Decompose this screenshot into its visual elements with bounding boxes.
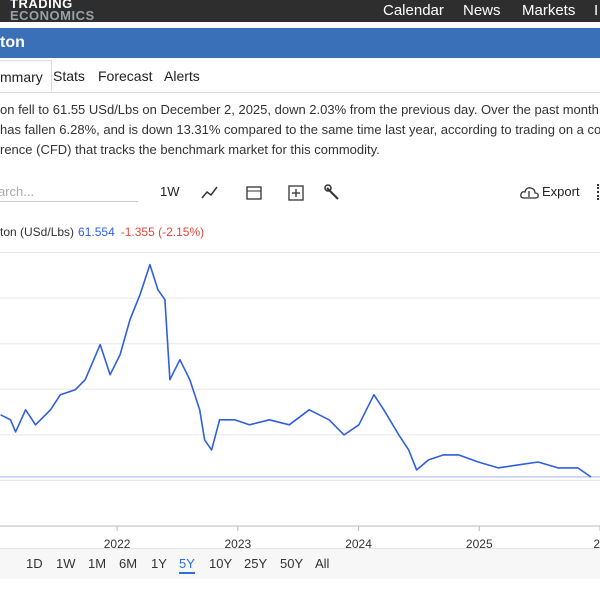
range-button[interactable]: 50Y bbox=[280, 556, 304, 571]
x-tick-label: 20 bbox=[593, 537, 600, 548]
range-button[interactable]: 6M bbox=[119, 556, 138, 571]
settings-icon-head bbox=[324, 184, 332, 192]
range-button[interactable]: 25Y bbox=[244, 556, 268, 571]
chart: 2022 2023 2024 2025 20 ton (USd/Lbs) 61.554 -1.… bbox=[0, 225, 600, 548]
x-tick-label: 2024 bbox=[345, 537, 372, 548]
nav-link[interactable]: Calendar bbox=[383, 2, 444, 19]
add-icon[interactable] bbox=[288, 185, 304, 201]
nav-link[interactable]: Markets bbox=[522, 2, 576, 19]
nav-link[interactable]: News bbox=[463, 2, 501, 19]
range-button[interactable]: 10Y bbox=[209, 556, 233, 571]
tab[interactable]: mmary bbox=[0, 60, 52, 91]
more-menu[interactable] bbox=[597, 184, 600, 200]
description-line: on fell to 61.55 USd/Lbs on December 2, … bbox=[0, 102, 599, 117]
chart-type-icon[interactable] bbox=[201, 186, 218, 199]
range-button[interactable]: All bbox=[315, 556, 330, 571]
nav-link[interactable]: I bbox=[594, 2, 599, 19]
tab[interactable]: Alerts bbox=[164, 68, 200, 84]
legend-change: -1.355 (-2.15%) bbox=[121, 225, 204, 239]
range-button[interactable]: 1M bbox=[88, 556, 107, 571]
interval-button[interactable]: 1W bbox=[160, 184, 180, 199]
description-line: has fallen 6.28%, and is down 13.31% com… bbox=[0, 122, 600, 137]
x-tick-label: 2022 bbox=[104, 537, 131, 548]
export-button[interactable]: Export bbox=[542, 184, 580, 199]
tabs: mmary Stats Forecast Alerts bbox=[0, 60, 600, 93]
legend: ton (USd/Lbs) 61.554 -1.355 (-2.15%) bbox=[0, 225, 204, 239]
search-input[interactable]: arch... bbox=[0, 180, 138, 202]
range-selector: 1D 1W 1M 6M 1Y 5Y 10Y 25Y 50Y All bbox=[0, 548, 600, 579]
price-line bbox=[0, 263, 592, 478]
calendar-icon[interactable] bbox=[246, 186, 262, 200]
range-button[interactable]: 1D bbox=[26, 556, 43, 571]
toolbar: arch... 1W Export bbox=[0, 176, 600, 208]
settings-icon[interactable] bbox=[326, 187, 339, 200]
logo[interactable]: ECONOMICS bbox=[10, 8, 95, 23]
toolbar-icons bbox=[201, 184, 339, 201]
x-tick-label: 2023 bbox=[224, 537, 251, 548]
export-icon[interactable] bbox=[520, 185, 540, 201]
x-tick-label: 2025 bbox=[466, 537, 493, 548]
description-line: rence (CFD) that tracks the benchmark ma… bbox=[0, 142, 380, 157]
description: on fell to 61.55 USd/Lbs on December 2, … bbox=[0, 100, 600, 160]
range-button[interactable]: 5Y bbox=[179, 556, 195, 574]
range-button[interactable]: 1Y bbox=[151, 556, 167, 571]
legend-name: ton (USd/Lbs) bbox=[0, 225, 74, 239]
cloud bbox=[520, 187, 539, 199]
tab[interactable]: Stats bbox=[53, 68, 85, 84]
title-bar: ton bbox=[0, 28, 600, 58]
range-button[interactable]: 1W bbox=[56, 556, 76, 571]
top-nav: TRADING ECONOMICS Calendar News Markets … bbox=[0, 0, 600, 23]
logo[interactable]: TRADING bbox=[10, 0, 73, 11]
page-title: ton bbox=[0, 34, 25, 51]
tab[interactable]: Forecast bbox=[98, 68, 153, 84]
legend-last-value: 61.554 bbox=[78, 225, 115, 239]
